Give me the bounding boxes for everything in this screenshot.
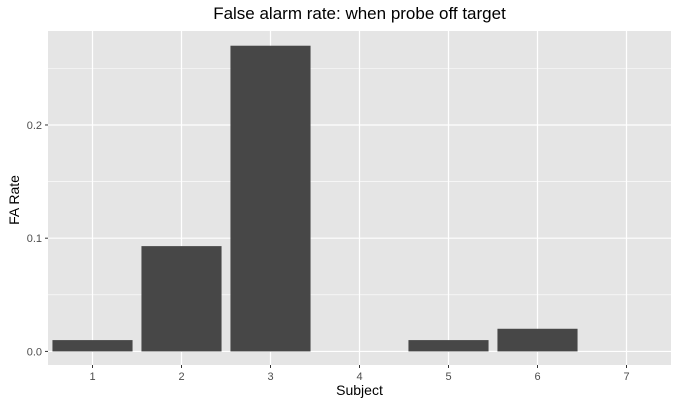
x-tick-label: 1: [89, 371, 95, 383]
x-tick-label: 4: [356, 371, 362, 383]
x-tick-label: 6: [534, 371, 540, 383]
x-tick-label: 5: [445, 371, 451, 383]
x-tick-label: 3: [267, 371, 273, 383]
bar-6: [497, 328, 578, 352]
y-axis: 0.0 0.1 0.2: [27, 120, 48, 358]
x-axis-label: Subject: [336, 382, 383, 398]
bar-5: [408, 340, 489, 352]
y-tick-label: 0.1: [27, 233, 42, 245]
chart-title: False alarm rate: when probe off target: [213, 4, 506, 23]
bars: [52, 45, 578, 352]
y-tick-label: 0.0: [27, 346, 42, 358]
x-tick-label: 7: [623, 371, 629, 383]
bar-1: [52, 340, 133, 352]
bar-3: [230, 45, 311, 352]
y-tick-label: 0.2: [27, 120, 42, 132]
y-axis-label: FA Rate: [6, 175, 22, 225]
x-axis: 1 2 3 4 5 6 7: [89, 365, 630, 383]
bar-2: [141, 246, 222, 352]
x-tick-label: 2: [178, 371, 184, 383]
